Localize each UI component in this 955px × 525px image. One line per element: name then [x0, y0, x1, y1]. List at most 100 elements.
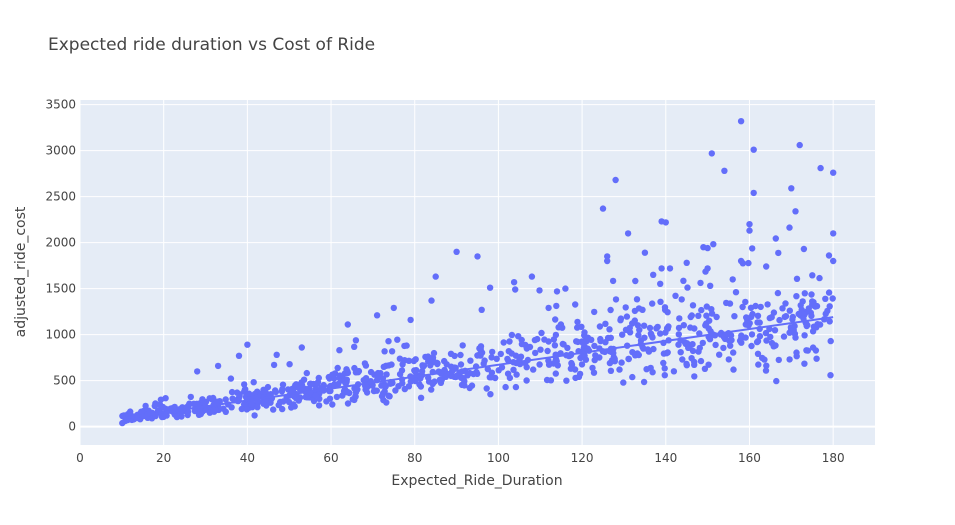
scatter-point[interactable]: [830, 169, 837, 176]
scatter-point[interactable]: [270, 406, 277, 413]
scatter-point[interactable]: [578, 361, 586, 368]
scatter-point[interactable]: [162, 395, 169, 402]
scatter-point[interactable]: [723, 299, 730, 307]
scatter-point[interactable]: [351, 343, 358, 350]
scatter-point[interactable]: [775, 356, 782, 364]
scatter-point[interactable]: [763, 263, 770, 270]
scatter-point[interactable]: [770, 343, 777, 350]
scatter-point[interactable]: [829, 295, 836, 302]
scatter-point[interactable]: [688, 355, 695, 362]
scatter-point[interactable]: [754, 338, 762, 345]
scatter-point[interactable]: [228, 388, 236, 396]
scatter-point[interactable]: [552, 370, 559, 377]
scatter-point[interactable]: [466, 384, 473, 392]
scatter-point[interactable]: [617, 315, 625, 322]
scatter-point[interactable]: [334, 364, 341, 372]
scatter-point[interactable]: [803, 347, 810, 354]
scatter-point[interactable]: [510, 279, 518, 286]
scatter-point[interactable]: [612, 296, 620, 303]
scatter-point[interactable]: [552, 316, 559, 323]
scatter-point[interactable]: [661, 365, 668, 372]
scatter-point[interactable]: [590, 369, 598, 376]
scatter-point[interactable]: [756, 319, 763, 326]
scatter-point[interactable]: [750, 146, 757, 153]
scatter-point[interactable]: [616, 366, 623, 373]
scatter-point[interactable]: [612, 176, 619, 184]
scatter-point[interactable]: [773, 377, 780, 385]
scatter-point[interactable]: [635, 331, 642, 339]
scatter-point[interactable]: [411, 367, 418, 374]
scatter-point[interactable]: [163, 412, 170, 419]
scatter-point[interactable]: [736, 337, 744, 344]
scatter-point[interactable]: [315, 402, 323, 409]
scatter-point[interactable]: [460, 375, 467, 382]
scatter-point[interactable]: [739, 303, 746, 311]
scatter-point[interactable]: [285, 398, 293, 406]
scatter-point[interactable]: [547, 377, 555, 384]
scatter-point[interactable]: [206, 409, 213, 416]
scatter-point[interactable]: [122, 417, 129, 425]
scatter-point[interactable]: [243, 406, 250, 413]
scatter-point[interactable]: [707, 282, 714, 289]
scatter-point[interactable]: [385, 338, 392, 345]
scatter-point[interactable]: [691, 373, 698, 380]
scatter-point[interactable]: [650, 271, 657, 278]
scatter-point[interactable]: [776, 316, 783, 324]
scatter-point[interactable]: [222, 408, 229, 415]
scatter-point[interactable]: [657, 298, 664, 305]
scatter-point[interactable]: [333, 393, 341, 401]
scatter-point[interactable]: [474, 253, 481, 260]
scatter-point[interactable]: [512, 286, 519, 293]
scatter-point[interactable]: [699, 339, 706, 347]
scatter-point[interactable]: [553, 288, 561, 295]
scatter-point[interactable]: [545, 361, 553, 368]
scatter-point[interactable]: [748, 313, 755, 321]
scatter-point[interactable]: [737, 118, 745, 125]
scatter-point[interactable]: [571, 366, 579, 373]
scatter-point[interactable]: [758, 354, 766, 362]
scatter-point[interactable]: [418, 368, 426, 375]
scatter-point[interactable]: [793, 275, 801, 282]
scatter-point[interactable]: [429, 357, 437, 364]
scatter-point[interactable]: [725, 356, 732, 363]
scatter-point[interactable]: [453, 248, 460, 255]
scatter-point[interactable]: [323, 398, 330, 405]
scatter-point[interactable]: [750, 189, 757, 197]
scatter-point[interactable]: [173, 413, 181, 421]
scatter-point[interactable]: [650, 345, 657, 353]
scatter-point[interactable]: [774, 289, 782, 297]
scatter-point[interactable]: [195, 411, 203, 418]
scatter-point[interactable]: [641, 249, 649, 256]
scatter-point[interactable]: [793, 293, 800, 300]
scatter-point[interactable]: [728, 336, 735, 344]
scatter-point[interactable]: [381, 388, 388, 395]
scatter-point[interactable]: [488, 354, 495, 361]
scatter-point[interactable]: [762, 367, 770, 374]
scatter-point[interactable]: [354, 386, 361, 393]
scatter-point[interactable]: [658, 265, 665, 272]
scatter-point[interactable]: [675, 324, 683, 332]
scatter-point[interactable]: [648, 332, 655, 339]
scatter-point[interactable]: [632, 277, 639, 285]
scatter-point[interactable]: [506, 374, 514, 382]
scatter-point[interactable]: [512, 352, 520, 359]
scatter-point[interactable]: [683, 259, 690, 266]
scatter-point[interactable]: [791, 322, 798, 330]
scatter-point[interactable]: [710, 241, 717, 248]
scatter-point[interactable]: [640, 378, 648, 386]
scatter-point[interactable]: [581, 329, 588, 336]
scatter-point[interactable]: [604, 257, 611, 265]
scatter-point[interactable]: [737, 257, 745, 265]
scatter-point[interactable]: [635, 305, 643, 312]
scatter-point[interactable]: [775, 249, 782, 257]
scatter-point[interactable]: [536, 361, 543, 368]
scatter-point[interactable]: [251, 412, 258, 419]
scatter-point[interactable]: [264, 383, 272, 391]
scatter-point[interactable]: [629, 373, 636, 381]
scatter-point[interactable]: [729, 276, 736, 283]
scatter-point[interactable]: [244, 341, 251, 348]
scatter-point[interactable]: [478, 306, 485, 313]
scatter-point[interactable]: [730, 349, 737, 356]
scatter-point[interactable]: [591, 356, 598, 364]
scatter-point[interactable]: [578, 323, 585, 330]
